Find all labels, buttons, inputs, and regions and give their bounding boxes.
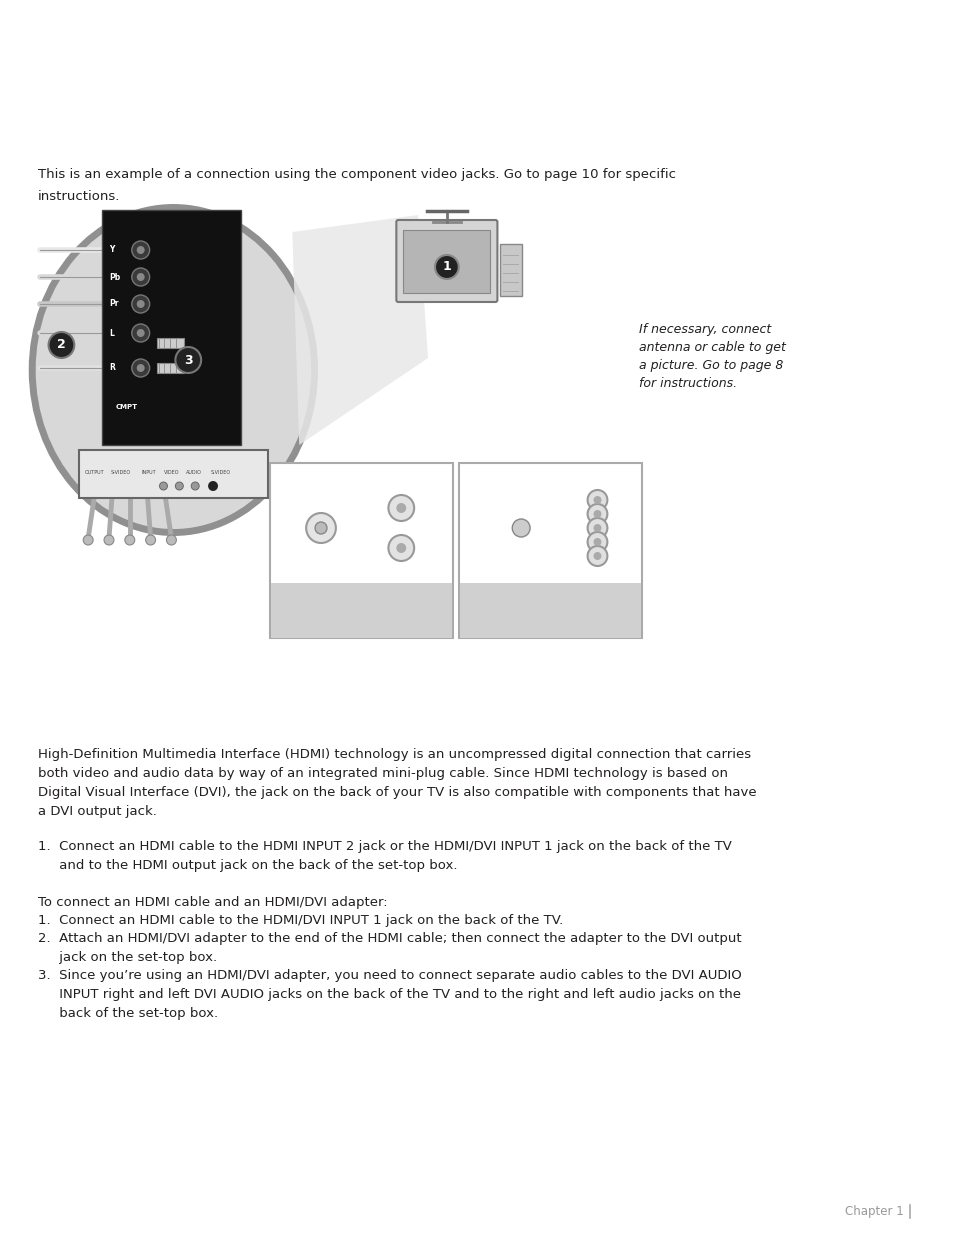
- Text: Pr: Pr: [109, 300, 118, 308]
- Circle shape: [132, 268, 150, 286]
- FancyBboxPatch shape: [395, 220, 497, 302]
- Circle shape: [175, 482, 183, 490]
- Text: instructions.: instructions.: [37, 190, 120, 204]
- Circle shape: [587, 503, 607, 524]
- Text: jack on the set-top box.: jack on the set-top box.: [37, 951, 216, 964]
- Circle shape: [166, 536, 176, 545]
- Text: S-VIDEO: S-VIDEO: [111, 469, 131, 475]
- Text: 1: 1: [442, 260, 451, 274]
- Circle shape: [306, 513, 335, 543]
- Bar: [156, 338, 184, 348]
- Text: If necessary, connect: If necessary, connect: [639, 323, 771, 336]
- Polygon shape: [292, 215, 428, 445]
- Text: 1.  Connect an HDMI cable to the HDMI INPUT 2 jack or the HDMI/DVI INPUT 1 jack : 1. Connect an HDMI cable to the HDMI INP…: [37, 840, 731, 853]
- Text: Chapter 1: Chapter 1: [844, 1206, 902, 1218]
- Circle shape: [132, 325, 150, 342]
- Circle shape: [83, 536, 93, 545]
- Bar: [500, 244, 521, 296]
- Circle shape: [593, 538, 600, 545]
- Text: Y: Y: [109, 246, 114, 254]
- Text: for instructions.: for instructions.: [639, 378, 737, 390]
- Circle shape: [208, 481, 217, 491]
- Circle shape: [146, 536, 155, 545]
- Text: S.VIDEO: S.VIDEO: [211, 469, 231, 475]
- Circle shape: [587, 490, 607, 510]
- Bar: [270, 463, 453, 638]
- Circle shape: [587, 545, 607, 566]
- Text: antenna or cable to get: antenna or cable to get: [639, 341, 785, 354]
- Circle shape: [104, 536, 113, 545]
- Circle shape: [125, 536, 134, 545]
- Circle shape: [435, 255, 458, 279]
- Bar: [271, 582, 452, 638]
- Circle shape: [136, 300, 145, 308]
- Bar: [458, 463, 641, 638]
- Bar: [403, 230, 490, 292]
- Text: 2: 2: [57, 338, 66, 352]
- Circle shape: [395, 503, 406, 513]
- Text: both video and audio data by way of an integrated mini-plug cable. Since HDMI te: both video and audio data by way of an i…: [37, 768, 727, 780]
- Text: 2.  Attach an HDMI/DVI adapter to the end of the HDMI cable; then connect the ad: 2. Attach an HDMI/DVI adapter to the end…: [37, 932, 740, 945]
- Circle shape: [132, 359, 150, 378]
- Text: VIDEO: VIDEO: [163, 469, 179, 475]
- Text: INPUT right and left DVI AUDIO jacks on the back of the TV and to the right and : INPUT right and left DVI AUDIO jacks on …: [37, 988, 740, 1001]
- Circle shape: [132, 295, 150, 313]
- Bar: [102, 210, 240, 445]
- Text: a picture. Go to page 8: a picture. Go to page 8: [639, 359, 782, 371]
- Circle shape: [388, 536, 414, 561]
- Text: Pb: Pb: [109, 273, 120, 281]
- Circle shape: [388, 495, 414, 521]
- Text: L: L: [109, 328, 113, 338]
- Circle shape: [132, 241, 150, 259]
- Text: 3: 3: [184, 353, 193, 366]
- Text: This is an example of a connection using the component video jacks. Go to page 1: This is an example of a connection using…: [37, 168, 675, 181]
- Circle shape: [136, 246, 145, 254]
- Text: 1.  Connect an HDMI cable to the HDMI/DVI INPUT 1 jack on the back of the TV.: 1. Connect an HDMI cable to the HDMI/DVI…: [37, 914, 562, 927]
- Circle shape: [314, 522, 327, 534]
- Bar: [156, 363, 184, 373]
- Text: 3.  Since you’re using an HDMI/DVI adapter, you need to connect separate audio c: 3. Since you’re using an HDMI/DVI adapte…: [37, 969, 740, 982]
- Circle shape: [136, 273, 145, 281]
- Circle shape: [49, 332, 74, 358]
- Circle shape: [191, 482, 199, 490]
- Text: High-Definition Multimedia Interface (HDMI) technology is an uncompressed digita: High-Definition Multimedia Interface (HD…: [37, 748, 750, 761]
- Text: INPUT: INPUT: [142, 469, 156, 475]
- Ellipse shape: [32, 207, 314, 533]
- Text: Digital Visual Interface (DVI), the jack on the back of your TV is also compatib: Digital Visual Interface (DVI), the jack…: [37, 786, 756, 798]
- Circle shape: [159, 482, 168, 490]
- Text: OUTPUT: OUTPUT: [85, 469, 105, 475]
- Text: To connect an HDMI cable and an HDMI/DVI adapter:: To connect an HDMI cable and an HDMI/DVI…: [37, 896, 387, 909]
- Text: back of the set-top box.: back of the set-top box.: [37, 1007, 217, 1021]
- Circle shape: [593, 552, 600, 560]
- Circle shape: [512, 520, 530, 537]
- Circle shape: [593, 496, 600, 503]
- Circle shape: [136, 329, 145, 337]
- Circle shape: [593, 510, 600, 518]
- Bar: [79, 450, 267, 499]
- Bar: [459, 582, 640, 638]
- Circle shape: [175, 347, 201, 373]
- Circle shape: [136, 364, 145, 371]
- Circle shape: [587, 518, 607, 538]
- Circle shape: [593, 524, 600, 532]
- Circle shape: [587, 532, 607, 552]
- Circle shape: [395, 543, 406, 553]
- Text: CMPT: CMPT: [116, 404, 138, 410]
- Text: AUDIO: AUDIO: [186, 469, 202, 475]
- Text: a DVI output jack.: a DVI output jack.: [37, 805, 156, 818]
- Text: and to the HDMI output jack on the back of the set-top box.: and to the HDMI output jack on the back …: [37, 859, 456, 872]
- Text: R: R: [109, 364, 114, 373]
